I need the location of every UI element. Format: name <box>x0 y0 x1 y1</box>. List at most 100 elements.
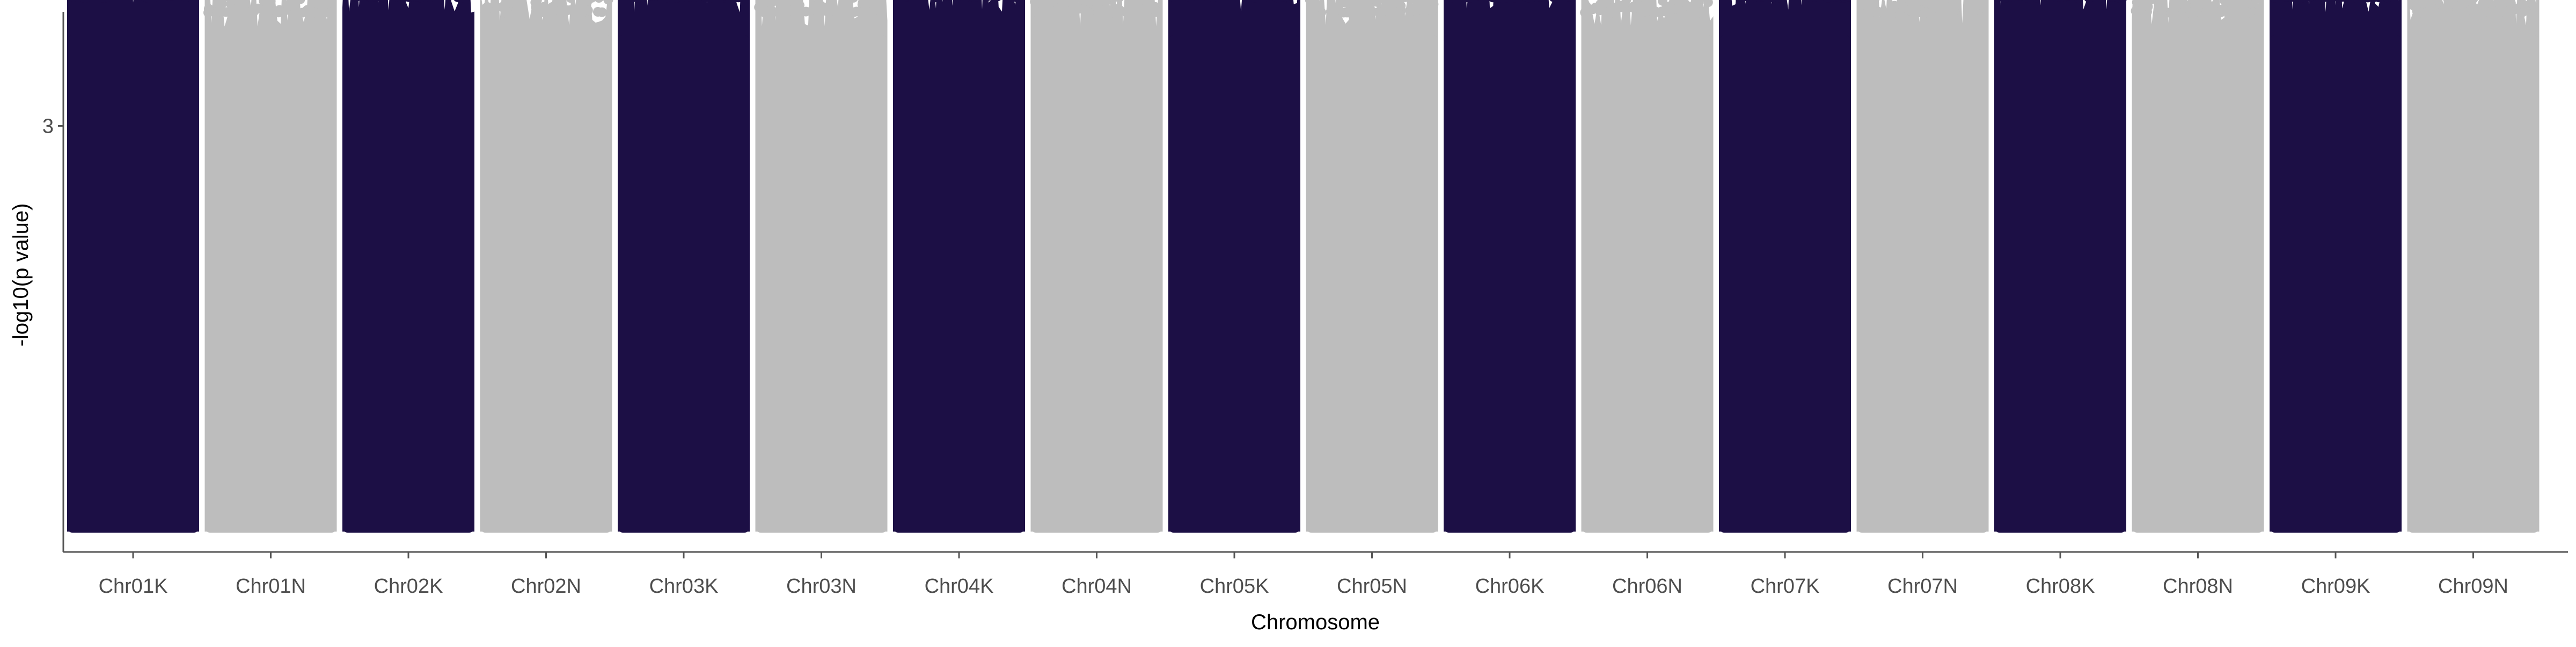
snp-point <box>860 4 870 14</box>
x-tick-label-chr01k: Chr01K <box>99 575 168 598</box>
y-axis-title: -log10(p value) <box>9 203 33 347</box>
x-tick-label-chr06k: Chr06K <box>1475 575 1545 598</box>
snp-point <box>1609 8 1619 17</box>
chromosome-points-chr08k <box>1993 0 2128 533</box>
chromosome-points-chr03n <box>754 0 888 533</box>
x-tick-label-chr02k: Chr02K <box>374 575 443 598</box>
snp-point <box>272 8 281 17</box>
snp-point <box>514 3 524 12</box>
dense-snp-base <box>893 35 1025 533</box>
snp-point <box>1890 1 1899 11</box>
snp-point <box>1675 6 1685 16</box>
x-tick-label-chr02n: Chr02N <box>511 575 581 598</box>
snp-point <box>1312 2 1322 12</box>
snp-point <box>543 6 552 16</box>
snp-point <box>2471 4 2480 13</box>
snp-point <box>2435 8 2445 18</box>
snp-point <box>1334 4 1343 13</box>
x-tick-label-chr03n: Chr03N <box>786 575 857 598</box>
snp-point <box>1072 2 1082 12</box>
snp-point <box>583 6 593 16</box>
x-tick-label-chr06n: Chr06N <box>1612 575 1682 598</box>
snp-point <box>1344 8 1353 17</box>
chromosome-points-chr06n <box>1580 0 1715 533</box>
chromosome-points-chr07n <box>1856 0 1989 533</box>
x-tick-label-chr08n: Chr08N <box>2163 575 2233 598</box>
snp-point <box>1968 8 1978 17</box>
snp-point <box>2131 6 2141 16</box>
y-tick-label: 3 <box>42 115 54 138</box>
snp-point <box>1115 5 1125 15</box>
snp-point <box>2529 3 2539 13</box>
x-tick-label-chr08k: Chr08K <box>2026 575 2095 598</box>
dense-snp-base <box>1168 35 1300 533</box>
chromosome-points-chr04k <box>892 0 1026 533</box>
x-tick-label-chr04n: Chr04N <box>1062 575 1132 598</box>
chromosome-points-chr03k <box>618 0 750 533</box>
snp-point <box>1694 8 1703 17</box>
snp-point <box>555 6 565 16</box>
chromosome-points-chr01k <box>67 0 200 533</box>
snp-point <box>290 8 300 17</box>
chromosome-points-chr02n <box>479 0 613 533</box>
dense-snp-base <box>342 35 474 533</box>
snp-point <box>566 5 576 15</box>
chromosome-points-chr05n <box>1305 0 1439 533</box>
snp-point <box>2502 6 2512 16</box>
dense-snp-base <box>2270 35 2402 533</box>
snp-point <box>1922 8 1931 17</box>
snp-point <box>303 5 312 14</box>
snp-point <box>2457 8 2467 17</box>
snp-point <box>758 4 767 14</box>
dense-snp-base <box>1306 35 1438 533</box>
snp-point <box>2202 8 2212 17</box>
x-tick-label-chr03k: Chr03K <box>649 575 719 598</box>
x-tick-label-chr07k: Chr07K <box>1751 575 1820 598</box>
dense-snp-base <box>480 35 612 533</box>
chromosome-points-chr09n <box>2406 0 2540 533</box>
dense-snp-base <box>1857 35 1989 533</box>
snp-point <box>1063 6 1073 16</box>
snp-point <box>203 8 213 18</box>
snp-point <box>481 8 491 18</box>
snp-point <box>534 6 544 16</box>
dense-snp-base <box>67 35 199 533</box>
snp-point <box>795 1 804 10</box>
snp-point <box>1151 8 1161 17</box>
chromosome-points-chr06k <box>1442 0 1577 533</box>
x-axis-title: Chromosome <box>1251 610 1380 634</box>
snp-point <box>1132 8 1141 18</box>
snp-point <box>812 1 822 11</box>
chromosome-points-chr08n <box>2131 0 2265 533</box>
snp-point <box>2186 8 2196 17</box>
snp-point <box>829 6 839 16</box>
snp-point <box>1656 7 1666 17</box>
chromosome-points-chr07k <box>1718 0 1853 533</box>
x-tick-label-chr05n: Chr05N <box>1337 575 1407 598</box>
x-tick-label-chr07n: Chr07N <box>1887 575 1958 598</box>
dense-snp-base <box>756 35 888 533</box>
snp-point <box>1377 8 1386 18</box>
snp-point <box>2157 7 2167 17</box>
snp-point <box>253 4 263 13</box>
snp-point <box>2519 0 2528 9</box>
dense-snp-base <box>618 35 750 533</box>
snp-point <box>597 8 607 17</box>
snp-point <box>2239 6 2249 16</box>
dense-snp-base <box>2407 35 2540 533</box>
snp-point <box>2169 8 2179 17</box>
x-tick-label-chr01n: Chr01N <box>236 575 306 598</box>
chromosome-points-chr09k <box>2269 0 2402 533</box>
snp-point <box>849 8 859 17</box>
x-tick-label-chr09k: Chr09K <box>2301 575 2370 598</box>
dense-snp-base <box>1994 35 2126 533</box>
snp-point <box>1932 3 1942 13</box>
chromosome-points-chr04n <box>1030 0 1164 533</box>
snp-point <box>876 8 886 17</box>
snp-point <box>1904 5 1913 15</box>
dense-snp-base <box>1719 35 1851 533</box>
x-tick-label-chr09n: Chr09N <box>2438 575 2508 598</box>
snp-point <box>1080 7 1090 17</box>
snp-point <box>1419 4 1429 14</box>
